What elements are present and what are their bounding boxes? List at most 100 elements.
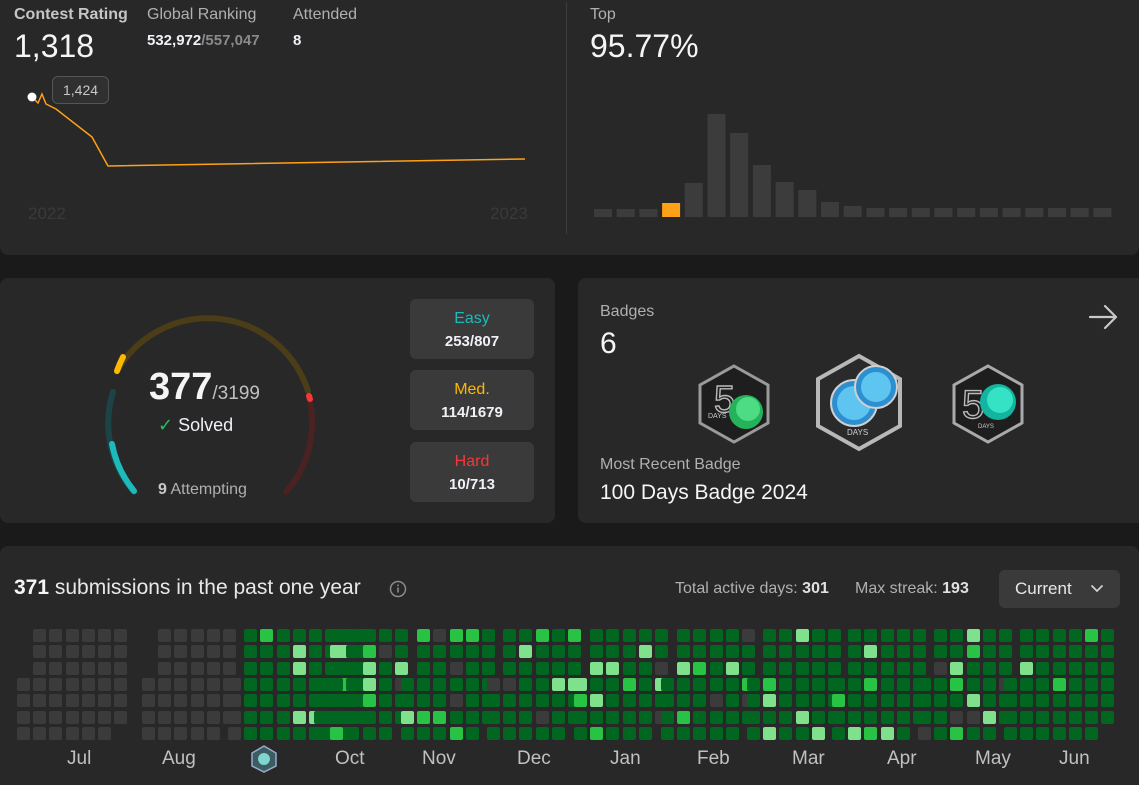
- heatmap-cell[interactable]: [795, 726, 809, 740]
- heatmap-cell[interactable]: [693, 726, 707, 740]
- heatmap-cell[interactable]: [622, 629, 636, 642]
- heatmap-cell[interactable]: [747, 677, 760, 691]
- heatmap-cell[interactable]: [1085, 629, 1098, 642]
- heatmap-cell[interactable]: [158, 726, 172, 740]
- heatmap-cell[interactable]: [693, 629, 707, 642]
- heatmap-cell[interactable]: [433, 645, 447, 659]
- heatmap-cell[interactable]: [433, 710, 447, 724]
- heatmap-cell[interactable]: [864, 645, 878, 659]
- heatmap-cell[interactable]: [65, 645, 79, 659]
- heatmap-cell[interactable]: [551, 726, 565, 740]
- heatmap-cell[interactable]: [482, 661, 495, 675]
- heatmap-cell[interactable]: [880, 677, 894, 691]
- heatmap-cell[interactable]: [966, 629, 980, 642]
- heatmap-cell[interactable]: [81, 694, 95, 708]
- heatmap-cell[interactable]: [828, 645, 841, 659]
- heatmap-cell[interactable]: [487, 677, 500, 691]
- heatmap-cell[interactable]: [158, 645, 172, 659]
- heatmap-cell[interactable]: [747, 694, 760, 708]
- heatmap-cell[interactable]: [747, 710, 760, 724]
- heatmap-cell[interactable]: [142, 726, 155, 740]
- heatmap-cell[interactable]: [1068, 694, 1082, 708]
- heatmap-cell[interactable]: [81, 645, 95, 659]
- heatmap-cell[interactable]: [292, 710, 306, 724]
- heatmap-cell[interactable]: [260, 726, 274, 740]
- heatmap-cell[interactable]: [725, 645, 739, 659]
- heatmap-cell[interactable]: [362, 629, 376, 642]
- heatmap-cell[interactable]: [606, 677, 620, 691]
- heatmap-cell[interactable]: [779, 645, 793, 659]
- heatmap-cell[interactable]: [950, 629, 964, 642]
- heatmap-cell[interactable]: [551, 694, 565, 708]
- heatmap-cell[interactable]: [223, 629, 236, 642]
- heatmap-cell[interactable]: [918, 694, 931, 708]
- histogram-bar[interactable]: [979, 208, 998, 217]
- heatmap-cell[interactable]: [848, 677, 862, 691]
- histogram-bar[interactable]: [616, 209, 635, 217]
- heatmap-cell[interactable]: [934, 629, 948, 642]
- heatmap-cell[interactable]: [362, 677, 376, 691]
- heatmap-cell[interactable]: [934, 661, 948, 675]
- heatmap-cell[interactable]: [362, 710, 376, 724]
- heatmap-cell[interactable]: [832, 726, 845, 740]
- heatmap-cell[interactable]: [1052, 645, 1066, 659]
- heatmap-cell[interactable]: [811, 694, 825, 708]
- heatmap-cell[interactable]: [190, 677, 204, 691]
- heatmap-cell[interactable]: [811, 726, 825, 740]
- heatmap-cell[interactable]: [190, 645, 204, 659]
- heatmap-cell[interactable]: [1036, 694, 1050, 708]
- heatmap-cell[interactable]: [709, 694, 723, 708]
- heatmap-cell[interactable]: [779, 726, 793, 740]
- heatmap-cell[interactable]: [1036, 677, 1050, 691]
- heatmap-cell[interactable]: [244, 677, 258, 691]
- heatmap-cell[interactable]: [999, 629, 1012, 642]
- heatmap-cell[interactable]: [276, 694, 290, 708]
- heatmap-cell[interactable]: [763, 661, 777, 675]
- heatmap-cell[interactable]: [606, 629, 620, 642]
- heatmap-cell[interactable]: [465, 677, 479, 691]
- heatmap-cell[interactable]: [206, 726, 220, 740]
- heatmap-cell[interactable]: [896, 661, 910, 675]
- heatmap-cell[interactable]: [1085, 726, 1098, 740]
- histogram-bar[interactable]: [957, 208, 976, 217]
- heatmap-cell[interactable]: [330, 694, 344, 708]
- 50-days-badge-icon[interactable]: 5 DAYS: [696, 364, 772, 444]
- heatmap-cell[interactable]: [1068, 677, 1082, 691]
- heatmap-cell[interactable]: [1068, 645, 1082, 659]
- heatmap-cell[interactable]: [244, 710, 258, 724]
- heatmap-cell[interactable]: [81, 710, 95, 724]
- heatmap-cell[interactable]: [49, 677, 63, 691]
- heatmap-cell[interactable]: [276, 677, 290, 691]
- heatmap-cell[interactable]: [1020, 629, 1034, 642]
- heatmap-cell[interactable]: [590, 677, 604, 691]
- heatmap-cell[interactable]: [292, 629, 306, 642]
- heatmap-cell[interactable]: [449, 661, 463, 675]
- heatmap-cell[interactable]: [482, 629, 495, 642]
- heatmap-cell[interactable]: [81, 629, 95, 642]
- heatmap-cell[interactable]: [65, 726, 79, 740]
- heatmap-cell[interactable]: [622, 694, 636, 708]
- heatmap-cell[interactable]: [661, 677, 674, 691]
- heatmap-cell[interactable]: [260, 661, 274, 675]
- heatmap-cell[interactable]: [742, 645, 755, 659]
- heatmap-cell[interactable]: [896, 710, 910, 724]
- heatmap-cell[interactable]: [677, 726, 691, 740]
- heatmap-cell[interactable]: [98, 694, 111, 708]
- heatmap-cell[interactable]: [709, 629, 723, 642]
- heatmap-cell[interactable]: [292, 726, 306, 740]
- heatmap-cell[interactable]: [763, 694, 777, 708]
- heatmap-cell[interactable]: [638, 694, 652, 708]
- heatmap-cell[interactable]: [378, 661, 392, 675]
- heatmap-cell[interactable]: [395, 645, 408, 659]
- heatmap-cell[interactable]: [574, 726, 587, 740]
- heatmap-cell[interactable]: [433, 726, 447, 740]
- heatmap-cell[interactable]: [742, 629, 755, 642]
- heatmap-cell[interactable]: [1052, 629, 1066, 642]
- heatmap-cell[interactable]: [864, 661, 878, 675]
- heatmap-cell[interactable]: [346, 629, 360, 642]
- heatmap-cell[interactable]: [677, 645, 691, 659]
- heatmap-cell[interactable]: [314, 677, 327, 691]
- heatmap-cell[interactable]: [519, 661, 533, 675]
- heatmap-cell[interactable]: [417, 629, 431, 642]
- heatmap-cell[interactable]: [934, 677, 948, 691]
